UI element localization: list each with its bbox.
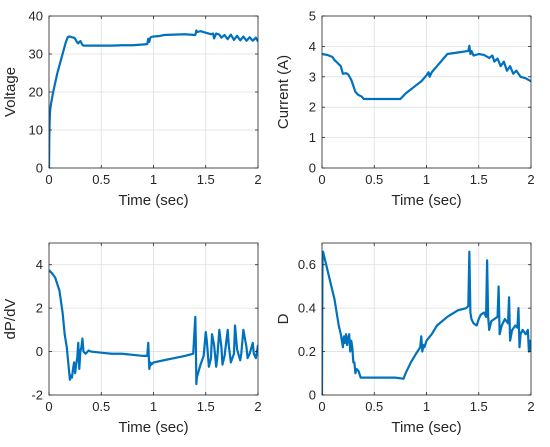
voltage-x-tick-label: 1 xyxy=(150,172,157,187)
duty-y-tick-label: 0.6 xyxy=(298,257,316,272)
current-x-tick-label: 1.5 xyxy=(470,172,488,187)
duty-y-tick-label: 0.4 xyxy=(298,301,316,316)
voltage-x-axis-label: Time (sec) xyxy=(118,192,188,209)
current-y-tick-label: 4 xyxy=(309,39,316,54)
voltage-y-tick-label: 20 xyxy=(29,85,43,100)
current-x-tick-label: 0 xyxy=(318,172,325,187)
duty-x-tick-label: 1.5 xyxy=(470,399,488,414)
current-x-tick-label: 0.5 xyxy=(365,172,383,187)
current-y-tick-label: 5 xyxy=(309,9,316,24)
duty-x-tick-label: 0 xyxy=(318,399,325,414)
voltage-y-tick-label: 10 xyxy=(29,123,43,138)
dpdv-x-tick-label: 0 xyxy=(45,399,52,414)
current-y-tick-label: 0 xyxy=(309,161,316,176)
dpdv-y-tick-label: 2 xyxy=(36,301,43,316)
current-x-tick-label: 1 xyxy=(423,172,430,187)
duty-x-tick-label: 2 xyxy=(527,399,534,414)
dpdv-x-axis-label: Time (sec) xyxy=(118,419,188,436)
voltage-x-tick-label: 0.5 xyxy=(92,172,110,187)
current-y-tick-label: 3 xyxy=(309,69,316,84)
dpdv-x-tick-label: 1.5 xyxy=(197,399,215,414)
voltage-series-line-0 xyxy=(49,29,258,168)
current-y-axis-label: Current (A) xyxy=(275,55,292,129)
dpdv-y-axis-label: dP/dV xyxy=(2,299,19,340)
duty-series-line-0 xyxy=(322,250,531,395)
voltage-y-tick-label: 30 xyxy=(29,47,43,62)
duty-y-axis-label: D xyxy=(275,313,292,324)
voltage-x-tick-label: 2 xyxy=(254,172,261,187)
duty-x-axis-label: Time (sec) xyxy=(391,419,461,436)
voltage-y-tick-label: 40 xyxy=(29,9,43,24)
current-x-axis-label: Time (sec) xyxy=(391,192,461,209)
duty-y-tick-label: 0 xyxy=(309,388,316,403)
duty-chart: 0 0.5 1 1.5 2 0 0.2 0.4 0.6 Time (sec) D xyxy=(275,242,535,436)
dpdv-x-tick-label: 2 xyxy=(254,399,261,414)
voltage-x-tick-label: 1.5 xyxy=(197,172,215,187)
current-chart: 0 0.5 1 1.5 2 0 1 2 3 4 5 Time (sec) Current (A) xyxy=(275,9,535,210)
current-x-tick-label: 2 xyxy=(527,172,534,187)
dpdv-y-tick-label: 0 xyxy=(36,344,43,359)
current-y-tick-label: 1 xyxy=(309,130,316,145)
current-y-tick-label: 2 xyxy=(309,100,316,115)
current-series-line-0 xyxy=(322,44,531,101)
duty-x-tick-label: 1 xyxy=(423,399,430,414)
voltage-x-tick-label: 0 xyxy=(45,172,52,187)
dpdv-x-tick-label: 0.5 xyxy=(92,399,110,414)
duty-y-tick-label: 0.2 xyxy=(298,344,316,359)
dpdv-y-tick-label: 4 xyxy=(36,257,43,272)
dpdv-x-tick-label: 1 xyxy=(150,399,157,414)
voltage-y-tick-label: 0 xyxy=(36,161,43,176)
dpdv-series-line-0 xyxy=(49,269,258,386)
duty-x-tick-label: 0.5 xyxy=(365,399,383,414)
voltage-y-axis-label: Voltage xyxy=(2,67,19,117)
dpdv-y-tick-label: -2 xyxy=(31,388,43,403)
